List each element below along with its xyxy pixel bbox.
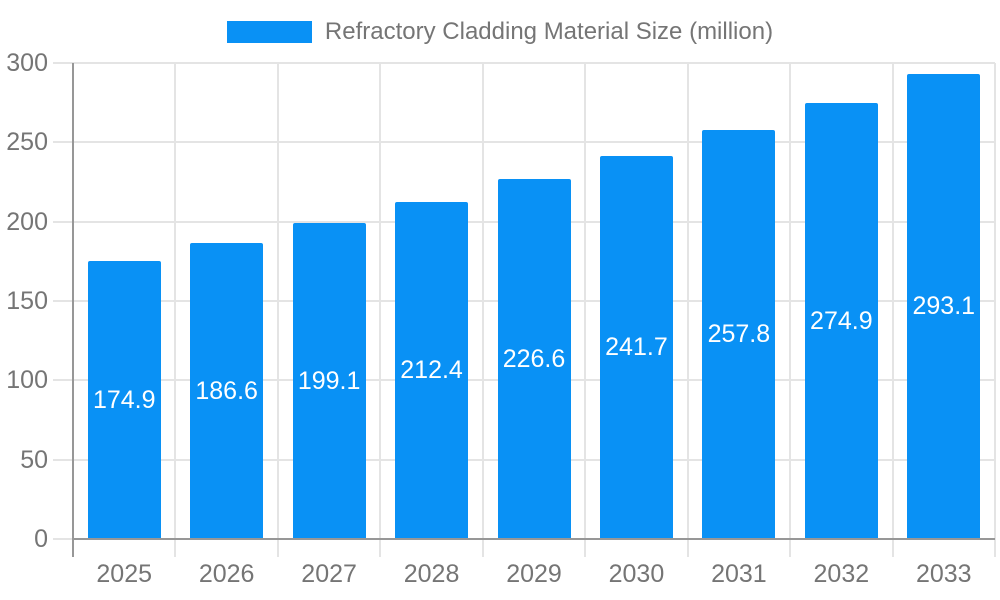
x-tick-label: 2030	[608, 560, 665, 588]
x-tick-label: 2033	[915, 560, 972, 588]
bar-2031[interactable]	[702, 129, 776, 539]
bar-value-label: 274.9	[810, 306, 873, 335]
bar-value-label: 257.8	[707, 320, 771, 349]
bar-2030[interactable]	[599, 155, 673, 539]
y-tick-label: 200	[6, 207, 48, 236]
x-tick-label: 2032	[813, 560, 870, 588]
bar-2027[interactable]	[292, 223, 366, 539]
x-tick-label: 2029	[506, 560, 562, 588]
bar-value-label: 174.9	[92, 386, 156, 415]
x-axis-line	[73, 538, 995, 540]
gridline-v	[584, 63, 587, 557]
bar-value-label: 212.4	[400, 356, 463, 385]
x-tick-label: 2026	[198, 560, 255, 588]
bar-2026[interactable]	[190, 242, 264, 539]
bar-value-label: 293.1	[912, 292, 976, 321]
x-tick-label: 2028	[403, 560, 460, 588]
y-tick-label: 50	[20, 445, 48, 474]
bar-2028[interactable]	[395, 201, 469, 539]
y-axis-line	[72, 63, 74, 557]
gridline-v	[686, 63, 689, 557]
legend-label: Refractory Cladding Material Size (milli…	[324, 18, 774, 45]
y-tick-label: 250	[6, 128, 48, 157]
y-tick-label: 300	[6, 49, 48, 77]
gridline-v	[994, 63, 996, 557]
gridline-v	[379, 63, 382, 557]
gridline-v	[789, 63, 792, 557]
gridline-v	[481, 63, 484, 557]
gridline-h	[53, 141, 995, 144]
y-tick-label: 0	[34, 525, 48, 553]
bar-2033[interactable]	[907, 73, 981, 539]
bar-2025[interactable]	[87, 261, 161, 539]
gridline-v	[891, 63, 894, 557]
bar-2032[interactable]	[804, 102, 878, 539]
x-tick-label: 2027	[301, 560, 357, 588]
bar-2029[interactable]	[497, 179, 571, 539]
y-tick-label: 100	[6, 366, 48, 395]
chart-legend[interactable]: Refractory Cladding Material Size (milli…	[0, 14, 1000, 50]
bar-value-label: 186.6	[195, 376, 258, 405]
bar-value-label: 199.1	[297, 367, 361, 396]
gridline-h	[53, 62, 995, 64]
y-tick-label: 150	[6, 287, 48, 315]
x-tick-label: 2031	[711, 560, 767, 588]
legend-swatch	[226, 21, 312, 43]
bar-value-label: 241.7	[605, 333, 668, 362]
x-tick-label: 2025	[96, 560, 153, 588]
gridline-v	[174, 63, 177, 557]
bar-value-label: 226.6	[502, 345, 566, 374]
gridline-v	[276, 63, 279, 557]
